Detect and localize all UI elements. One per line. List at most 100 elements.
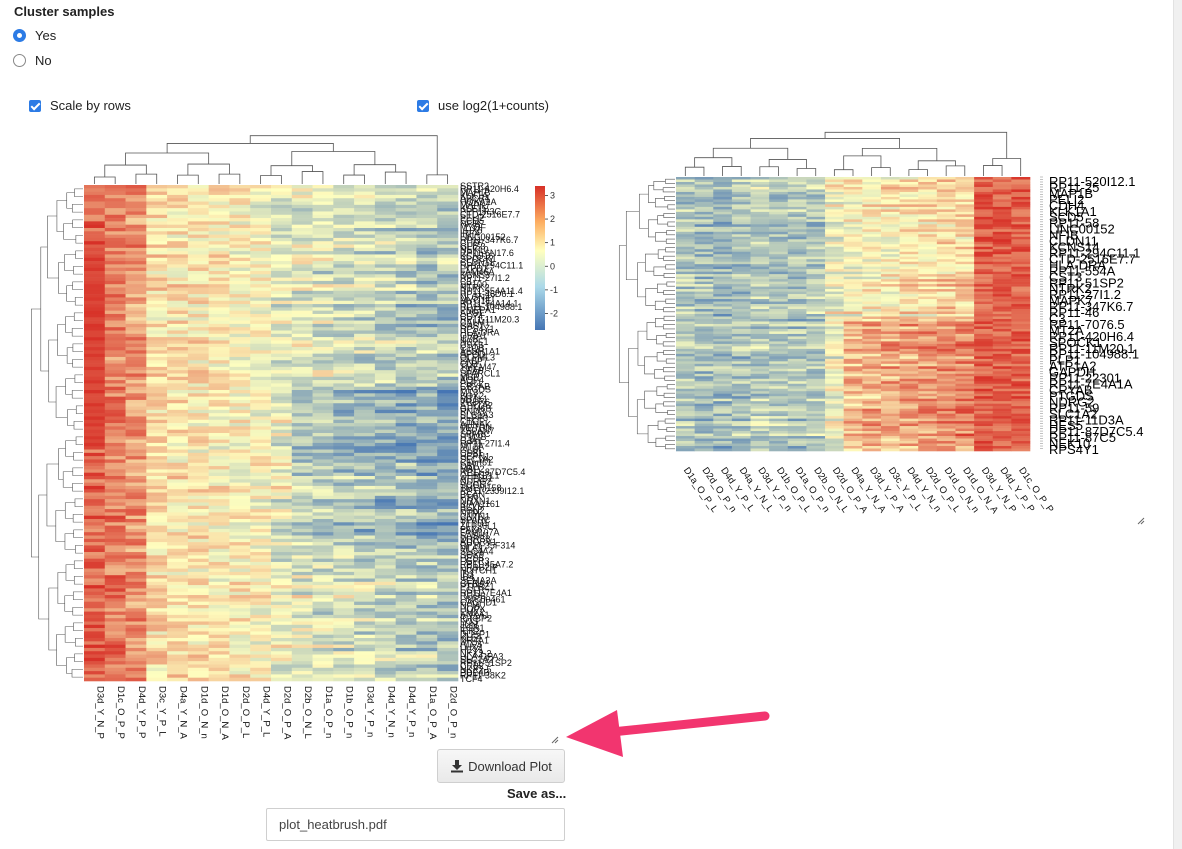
heatmap-cell [416, 469, 438, 473]
heatmap-cell [312, 528, 334, 533]
gene-label: CNTN1 [460, 512, 490, 522]
radio-option-yes[interactable]: Yes [13, 28, 56, 43]
heatmap-cell [676, 441, 695, 444]
heatmap-cell [125, 664, 147, 669]
radio-option-no[interactable]: No [13, 53, 52, 68]
heatmap-cell [229, 436, 251, 440]
heatmap-cell [918, 246, 938, 250]
heatmap-cell [84, 571, 106, 576]
heatmap-cell [713, 353, 733, 357]
heatmap-cell [250, 211, 272, 216]
heatmap-cell [416, 647, 438, 652]
heatmap-cell [187, 208, 209, 212]
heatmap-cell [899, 177, 919, 180]
heatmap-cell [229, 446, 251, 450]
heatmap-cell [291, 419, 313, 424]
heatmap-cell [918, 294, 938, 297]
heatmap-cell [787, 381, 807, 385]
scale-by-rows-option[interactable]: Scale by rows [29, 98, 131, 113]
heatmap-cell [694, 408, 714, 412]
scale-tick-label: 3 [550, 190, 555, 200]
heatmap-cell [271, 360, 293, 364]
heatmap-cell [955, 436, 975, 439]
heatmap-cell [899, 316, 919, 320]
heatmap-cell [862, 211, 882, 215]
heatmap-cell [208, 634, 230, 639]
heatmap-cell [354, 442, 376, 447]
heatmap-cell [713, 289, 733, 292]
heatmap-cell [974, 179, 994, 183]
heatmap-cell [104, 499, 126, 503]
heatmap-cell [750, 423, 770, 427]
heatmap-cell [899, 358, 919, 362]
heatmap-cell [992, 241, 1012, 245]
heatmap-cell [806, 411, 826, 414]
scale-by-rows-checkbox[interactable] [29, 99, 41, 112]
heatmap-cell [146, 247, 168, 252]
gene-label: RP11-38K2 [460, 671, 506, 681]
heatmap-cell [974, 249, 994, 253]
heatmap-cell [250, 462, 272, 467]
heatmap-cell [374, 343, 396, 348]
heatmap-cell [208, 479, 230, 483]
heatmap-cell [843, 406, 863, 409]
heatmap-cell [84, 350, 106, 354]
gene-label: LINC00461 [460, 594, 506, 604]
heatmap-cell [676, 239, 695, 243]
heatmap-cell [437, 370, 459, 374]
heatmap-cell [731, 393, 751, 397]
heatmap-cell [769, 448, 789, 452]
heatmap-cell [271, 449, 293, 454]
log2-checkbox[interactable] [417, 99, 429, 112]
heatmap-cell [843, 241, 863, 245]
heatmap-cell [862, 264, 882, 267]
heatmap-cell [955, 438, 975, 442]
heatmap-cell [731, 259, 751, 262]
gene-label: SLC4A4 [460, 547, 494, 557]
heatmap-cell [843, 201, 863, 205]
heatmap-cell [694, 224, 714, 228]
heatmap-cell [250, 360, 272, 364]
radio-button-unselected[interactable] [13, 54, 26, 67]
heatmap-cell [899, 406, 919, 409]
heatmap-cell [899, 179, 919, 183]
heatmap-cell [125, 449, 147, 454]
heatmap-cell [825, 436, 844, 439]
heatmap-cell [899, 224, 919, 228]
heatmap-cell [333, 399, 355, 404]
heatmap-cell [104, 485, 126, 490]
heatmap-cell [769, 431, 789, 434]
heatmap-cell [731, 256, 751, 260]
heatmap-cell [880, 426, 900, 429]
radio-button-selected[interactable] [13, 29, 26, 42]
heatmap-cell [312, 509, 334, 513]
heatmap-cell [806, 311, 826, 315]
heatmap-cell [271, 284, 293, 288]
heatmap-cell [1011, 396, 1031, 399]
heatmap-cell [437, 277, 459, 282]
heatmap-cell [208, 512, 230, 516]
heatmap-cell [271, 423, 293, 427]
heatmap-cell [125, 247, 147, 252]
heatmap-cell [104, 317, 126, 321]
heatmap-cell [187, 439, 209, 444]
heatmap-cell [374, 641, 396, 645]
heatmap-cell [104, 393, 126, 397]
heatmap-cell [354, 257, 376, 262]
heatmap-cell [676, 206, 695, 210]
heatmap-cell [862, 336, 882, 340]
log2-option[interactable]: use log2(1+counts) [417, 98, 549, 113]
heatmap-cell [806, 291, 826, 295]
heatmap-cell [731, 239, 751, 243]
heatmap-cell [899, 436, 919, 439]
heatmap-cell [312, 337, 334, 341]
heatmap-cell [992, 418, 1012, 422]
heatmap-cell [769, 318, 789, 322]
heatmap-cell [229, 337, 251, 341]
heatmap-cell [825, 333, 844, 337]
heatmap-cell [437, 426, 459, 430]
heatmap-cell [187, 211, 209, 216]
heatmap-cell [955, 229, 975, 233]
